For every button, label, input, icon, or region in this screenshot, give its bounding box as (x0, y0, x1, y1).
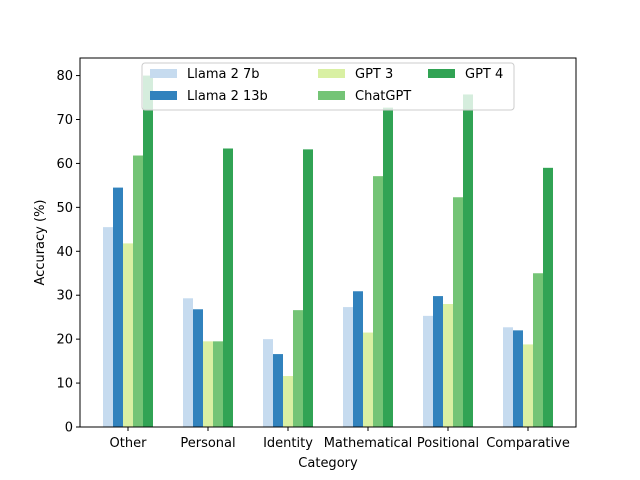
legend-label: Llama 2 13b (187, 89, 268, 104)
y-tick-label: 70 (56, 113, 73, 128)
bar-llama-2-13b-mathematical (353, 291, 363, 427)
x-tick-label: Positional (417, 436, 479, 451)
bar-chatgpt-comparative (533, 273, 543, 427)
y-tick-label: 10 (56, 377, 73, 392)
bar-gpt-3-personal (203, 341, 213, 427)
y-tick-label: 80 (56, 69, 73, 84)
bar-gpt-3-comparative (523, 344, 533, 427)
bar-gpt-4-comparative (543, 167, 553, 428)
x-tick-label: Identity (263, 436, 313, 451)
bar-gpt-3-identity (283, 376, 293, 427)
bar-llama-2-7b-personal (183, 298, 193, 427)
bar-chatgpt-mathematical (373, 176, 383, 427)
x-tick-label: Mathematical (324, 436, 413, 451)
bars-layer (103, 75, 553, 428)
legend-swatch (150, 69, 177, 78)
legend-swatch (150, 91, 177, 100)
legend-label: Llama 2 7b (187, 67, 260, 82)
bar-chatgpt-other (133, 155, 143, 427)
legend: Llama 2 7b Llama 2 13b GPT 3 ChatGPT GPT 4 (141, 62, 515, 111)
bar-llama-2-13b-other (113, 187, 123, 427)
legend-swatch (318, 69, 345, 78)
bar-chatgpt-identity (293, 310, 303, 427)
y-tick-label: 20 (56, 333, 73, 348)
bar-gpt-3-mathematical (363, 332, 373, 427)
bar-llama-2-7b-identity (263, 339, 273, 427)
legend-label: GPT 4 (465, 67, 503, 82)
y-tick-label: 30 (56, 289, 73, 304)
legend-swatch (318, 91, 345, 100)
x-axis: Other Personal Identity Mathematical Positio… (110, 427, 570, 451)
bar-llama-2-13b-identity (273, 354, 283, 427)
bar-llama-2-13b-positional (433, 296, 443, 427)
bar-gpt-4-other (143, 75, 153, 428)
legend-swatch (428, 69, 455, 78)
y-tick-label: 60 (56, 157, 73, 172)
bar-llama-2-7b-other (103, 227, 113, 427)
bar-llama-2-7b-mathematical (343, 307, 353, 427)
legend-label: ChatGPT (355, 89, 411, 104)
plot-frame (79, 57, 577, 428)
x-tick-label: Other (110, 436, 148, 451)
bar-gpt-4-positional (463, 94, 473, 427)
y-axis-label: Accuracy (%) (33, 200, 48, 286)
bar-llama-2-13b-personal (193, 309, 203, 427)
bar-chatgpt-personal (213, 341, 223, 427)
y-axis: 0 10 20 30 40 50 60 70 80 (56, 69, 80, 436)
x-tick-label: Personal (180, 436, 235, 451)
bar-llama-2-7b-comparative (503, 327, 513, 427)
x-tick-label: Comparative (486, 436, 570, 451)
legend-box (141, 62, 515, 111)
bar-chatgpt-positional (453, 197, 463, 427)
y-tick-label: 0 (65, 421, 73, 436)
bar-llama-2-13b-comparative (513, 330, 523, 427)
y-tick-label: 40 (56, 245, 73, 260)
legend-label: GPT 3 (355, 67, 393, 82)
bar-gpt-4-identity (303, 149, 313, 427)
bar-gpt-3-other (123, 243, 133, 427)
bar-gpt-4-mathematical (383, 107, 393, 427)
bar-gpt-4-personal (223, 148, 233, 427)
bar-gpt-3-positional (443, 304, 453, 427)
y-tick-label: 50 (56, 201, 73, 216)
x-axis-label: Category (298, 456, 358, 471)
bar-llama-2-7b-positional (423, 315, 433, 427)
